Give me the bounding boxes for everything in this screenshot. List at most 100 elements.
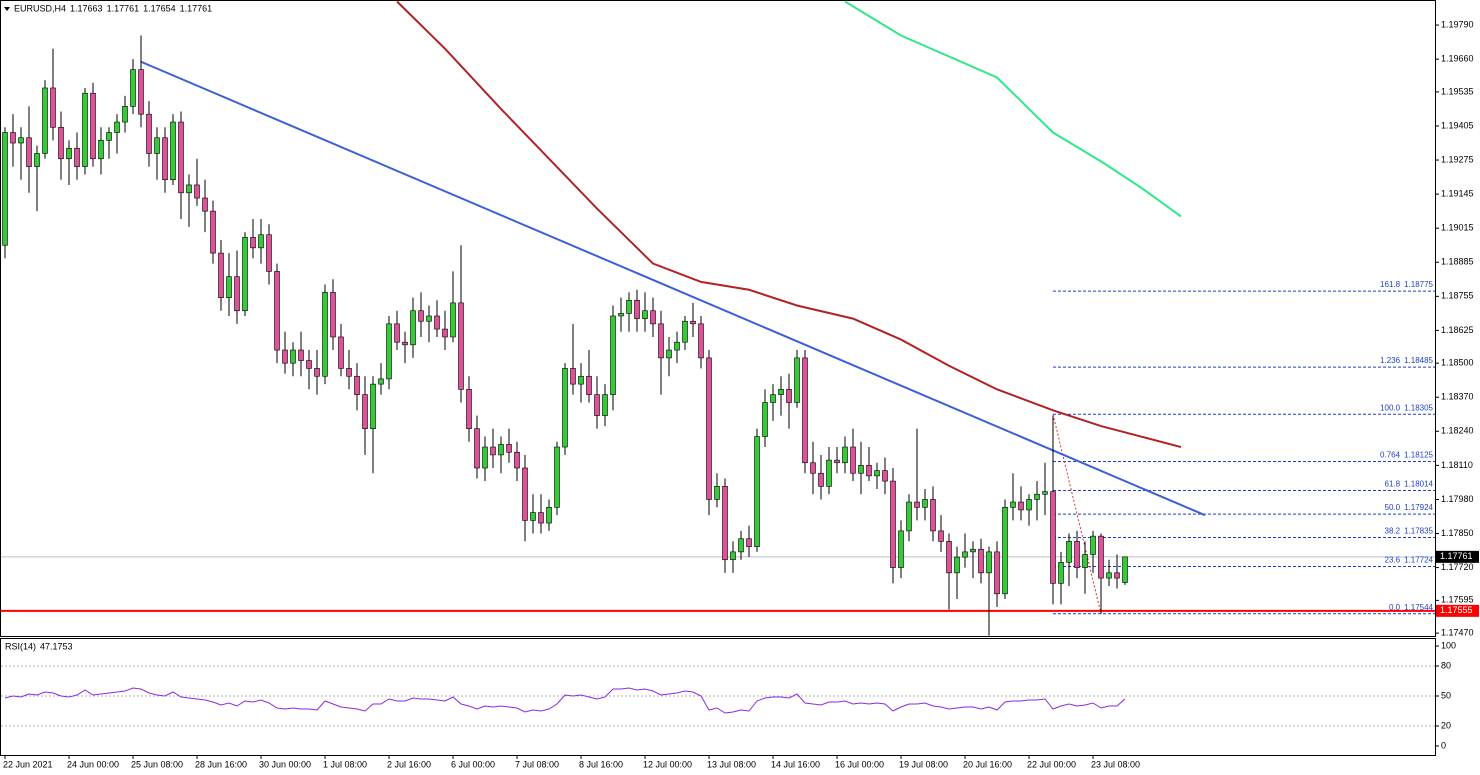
candle-body — [410, 310, 416, 346]
candle-body — [122, 106, 128, 123]
candle-body — [618, 313, 624, 317]
candle-body — [58, 126, 64, 160]
candle-body — [1050, 491, 1056, 584]
candle-body — [402, 341, 408, 346]
ohlc-value: 1.17761 — [180, 3, 213, 13]
candle-body — [418, 310, 424, 322]
x-tick-label: 20 Jul 16:00 — [963, 759, 1012, 769]
x-tick-label: 14 Jul 16:00 — [771, 759, 820, 769]
candle-body — [1018, 501, 1024, 511]
candle-body — [1074, 541, 1080, 568]
candle-body — [1058, 562, 1064, 584]
x-tick-label: 30 Jun 00:00 — [259, 759, 311, 769]
candle-body — [586, 375, 592, 395]
y-tick-label: 1.18625 — [1441, 325, 1474, 335]
y-tick-label: 1.18370 — [1441, 392, 1474, 402]
candle-body — [114, 121, 120, 133]
candle-body — [626, 299, 632, 314]
candle-body — [26, 137, 32, 167]
candle-body — [210, 210, 216, 254]
candle-body — [698, 323, 704, 359]
x-tick-label: 13 Jul 08:00 — [707, 759, 756, 769]
candle-body — [786, 389, 792, 403]
candle-body — [666, 349, 672, 359]
candle-body — [658, 323, 664, 359]
candle-body — [482, 446, 488, 469]
y-tick-label: 1.18110 — [1441, 460, 1473, 470]
price-pane — [0, 0, 1436, 637]
candle-body — [226, 276, 232, 298]
candle-body — [834, 459, 840, 464]
candle-body — [514, 451, 520, 469]
rsi-tick-label: 20 — [1441, 720, 1451, 730]
fib-price: 1.17924 — [1404, 503, 1433, 512]
candle-body — [714, 486, 720, 500]
candle-body — [690, 320, 696, 325]
y-tick-label: 1.19275 — [1441, 154, 1474, 164]
candle-body — [1042, 491, 1048, 495]
fib-price: 1.18014 — [1404, 480, 1433, 489]
x-tick-label: 16 Jul 00:00 — [835, 759, 884, 769]
y-tick-label: 1.19015 — [1441, 223, 1474, 233]
price-tag-label: 1.17761 — [1440, 551, 1473, 561]
candle-body — [810, 462, 816, 474]
candle-body — [954, 556, 960, 574]
candle-body — [1114, 572, 1120, 579]
candle-body — [314, 368, 320, 377]
candle-body — [34, 153, 40, 167]
candle-body — [306, 360, 312, 369]
candle-body — [770, 394, 776, 403]
y-tick-label: 1.19535 — [1441, 86, 1474, 96]
x-tick-label: 7 Jul 08:00 — [515, 759, 559, 769]
candle-body — [1122, 556, 1128, 583]
candle-body — [906, 501, 912, 532]
candle-body — [90, 92, 96, 160]
candle-body — [506, 444, 512, 453]
candle-body — [386, 323, 392, 380]
y-tick-label: 1.19145 — [1441, 188, 1474, 198]
candle-body — [642, 310, 648, 319]
indicator-line — [844, 0, 1182, 218]
candle-body — [762, 402, 768, 437]
fib-ratio: 100.0 — [1380, 403, 1401, 412]
candle-body — [170, 121, 176, 180]
x-tick-label: 24 Jun 00:00 — [67, 759, 119, 769]
candle-body — [498, 444, 504, 456]
candle-body — [882, 470, 888, 482]
candle-body — [242, 237, 248, 312]
candle-body — [922, 499, 928, 508]
candle-body — [274, 271, 280, 351]
candle-body — [738, 538, 744, 553]
price-tag — [1436, 550, 1479, 563]
rsi-title: RSI(14) — [5, 641, 36, 651]
candle-body — [1090, 535, 1096, 555]
candle-body — [682, 320, 688, 343]
candle-body — [1082, 554, 1088, 568]
candle-body — [290, 349, 296, 364]
y-tick-label: 1.17850 — [1441, 528, 1474, 538]
candle-body — [1002, 507, 1008, 595]
candle-body — [962, 551, 968, 558]
candle-body — [162, 137, 168, 180]
candle-body — [234, 276, 240, 312]
rsi-value: 47.1753 — [40, 641, 73, 651]
candle-body — [490, 446, 496, 456]
candle-body — [530, 512, 536, 521]
rsi-line — [4, 687, 1126, 714]
candle-body — [458, 302, 464, 390]
candle-body — [130, 69, 136, 107]
candle-body — [330, 292, 336, 338]
candle-body — [802, 357, 808, 464]
candle-body — [578, 375, 584, 385]
candle-body — [346, 368, 352, 377]
candle-body — [258, 234, 264, 249]
fib-price: 1.17835 — [1404, 527, 1433, 536]
candle-body — [602, 394, 608, 416]
candle-body — [970, 548, 976, 553]
x-tick-label: 22 Jun 2021 — [3, 759, 53, 769]
fib-ratio: 38.2 — [1385, 527, 1401, 536]
candle-body — [74, 147, 80, 167]
x-tick-label: 22 Jul 00:00 — [1027, 759, 1076, 769]
candle-body — [946, 541, 952, 574]
